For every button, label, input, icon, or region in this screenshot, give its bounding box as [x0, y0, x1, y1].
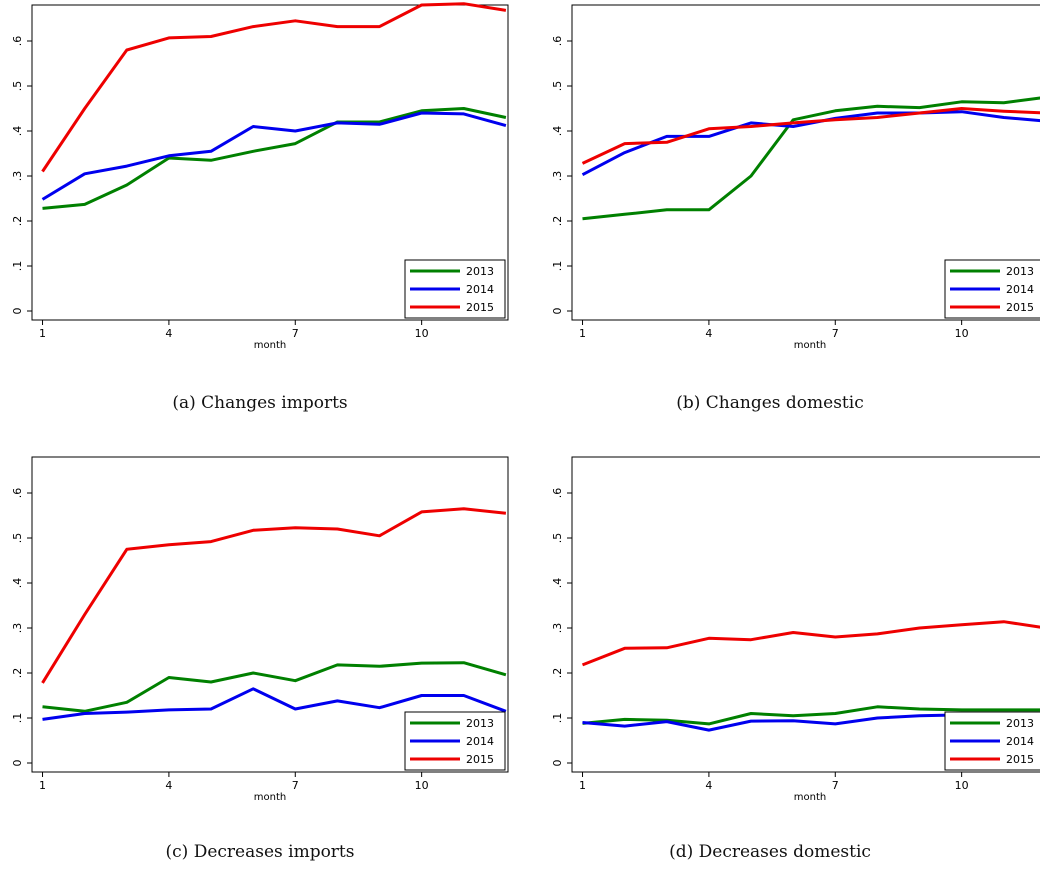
y-tick-label: 0 [551, 308, 564, 315]
legend-label: 2013 [1006, 717, 1034, 730]
chart-panel-changes-imports: 0 .1 .2 .3 .4 .5 .6 1 4 7 10 month 2013 2014 2015 (a) … [0, 0, 520, 438]
y-tick-label: .6 [11, 36, 24, 47]
legend-label: 2015 [1006, 753, 1034, 766]
y-tick-label: .3 [551, 171, 564, 182]
x-axis-label: month [254, 792, 286, 803]
legend-label: 2015 [1006, 301, 1034, 314]
y-tick-label: .1 [11, 713, 24, 724]
y-tick-label: .1 [551, 713, 564, 724]
y-tick-label: .6 [551, 488, 564, 499]
x-tick-label: 1 [579, 779, 586, 792]
legend-label: 2013 [466, 265, 494, 278]
legend: 2013 2014 2015 [945, 712, 1040, 770]
y-tick-label: .2 [11, 668, 24, 679]
y-tick-label: .1 [11, 261, 24, 272]
y-tick-label: .4 [11, 578, 24, 589]
x-tick-label: 4 [705, 327, 712, 340]
line-chart-decreases-domestic: 0 .1 .2 .3 .4 .5 .6 1 4 7 10 month 2013 2014 2015 [540, 452, 1040, 832]
y-tick-label: .6 [11, 488, 24, 499]
x-tick-label: 7 [292, 327, 299, 340]
line-chart-changes-imports: 0 .1 .2 .3 .4 .5 .6 1 4 7 10 month 2013 2014 2015 [0, 0, 520, 380]
legend: 2013 2014 2015 [945, 260, 1040, 318]
legend-label: 2014 [1006, 283, 1034, 296]
x-tick-label: 1 [39, 327, 46, 340]
y-tick-label: 0 [551, 760, 564, 767]
x-axis-label: month [254, 340, 286, 351]
x-tick-label: 7 [292, 779, 299, 792]
y-tick-label: .1 [551, 261, 564, 272]
legend-label: 2014 [1006, 735, 1034, 748]
y-tick-label: .6 [551, 36, 564, 47]
x-tick-label: 7 [832, 779, 839, 792]
y-tick-label: 0 [11, 760, 24, 767]
x-tick-label: 10 [415, 779, 429, 792]
x-tick-label: 10 [415, 327, 429, 340]
y-tick-label: .3 [11, 623, 24, 634]
legend-label: 2014 [466, 735, 494, 748]
y-tick-label: .2 [551, 216, 564, 227]
line-chart-changes-domestic: 0 .1 .2 .3 .4 .5 .6 1 4 7 10 month 2013 2014 2015 [540, 0, 1040, 380]
x-tick-label: 1 [39, 779, 46, 792]
chart-caption: (c) Decreases imports [0, 842, 520, 862]
legend-label: 2015 [466, 753, 494, 766]
chart-caption: (d) Decreases domestic [570, 842, 970, 862]
y-tick-label: 0 [11, 308, 24, 315]
y-tick-label: .3 [11, 171, 24, 182]
x-tick-label: 10 [955, 327, 969, 340]
chart-caption: (b) Changes domestic [570, 393, 970, 413]
legend-label: 2013 [1006, 265, 1034, 278]
line-chart-decreases-imports: 0 .1 .2 .3 .4 .5 .6 1 4 7 10 month 2013 2014 2015 [0, 452, 520, 832]
legend-label: 2015 [466, 301, 494, 314]
chart-panel-decreases-imports: 0 .1 .2 .3 .4 .5 .6 1 4 7 10 month 2013 2014 2015 (c) … [0, 452, 520, 890]
x-tick-label: 4 [165, 779, 172, 792]
chart-caption: (a) Changes imports [0, 393, 520, 413]
x-tick-label: 4 [705, 779, 712, 792]
x-tick-label: 4 [165, 327, 172, 340]
legend-label: 2013 [466, 717, 494, 730]
legend-label: 2014 [466, 283, 494, 296]
y-tick-label: .4 [11, 126, 24, 137]
y-tick-label: .5 [551, 533, 564, 544]
y-tick-label: .4 [551, 126, 564, 137]
y-tick-label: .2 [11, 216, 24, 227]
x-tick-label: 7 [832, 327, 839, 340]
x-tick-label: 1 [579, 327, 586, 340]
y-tick-label: .4 [551, 578, 564, 589]
x-tick-label: 10 [955, 779, 969, 792]
chart-panel-changes-domestic: 0 .1 .2 .3 .4 .5 .6 1 4 7 10 month 2013 2014 2015 (b) … [540, 0, 1040, 438]
chart-panel-decreases-domestic: 0 .1 .2 .3 .4 .5 .6 1 4 7 10 month 2013 2014 2015 (d) … [540, 452, 1040, 890]
x-axis-label: month [794, 792, 826, 803]
y-tick-label: .5 [551, 81, 564, 92]
y-tick-label: .5 [11, 81, 24, 92]
legend: 2013 2014 2015 [405, 712, 505, 770]
legend: 2013 2014 2015 [405, 260, 505, 318]
y-tick-label: .5 [11, 533, 24, 544]
x-axis-label: month [794, 340, 826, 351]
y-tick-label: .3 [551, 623, 564, 634]
y-tick-label: .2 [551, 668, 564, 679]
